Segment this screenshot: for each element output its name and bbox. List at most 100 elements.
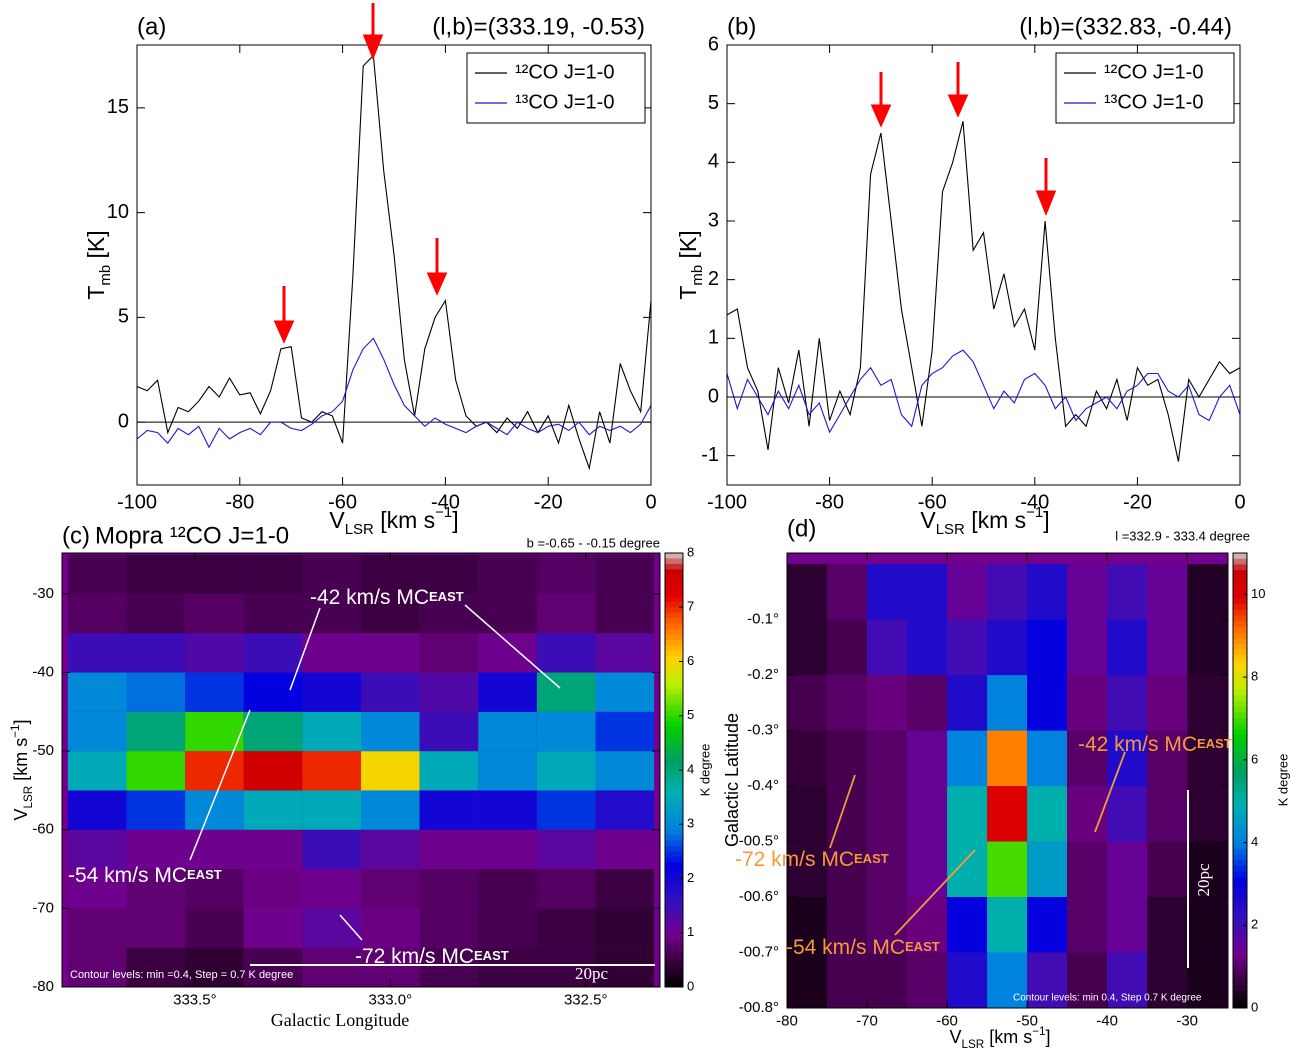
heatmap-cell: [947, 841, 988, 898]
axis-label-part: [K]: [83, 230, 109, 265]
heatmap-cell: [1067, 952, 1108, 1008]
heatmap-cell: [536, 554, 596, 594]
heatmap-cell: [1187, 619, 1228, 676]
heatmap-cell: [536, 593, 596, 634]
colorbar-strip: [665, 677, 683, 684]
colorbar-strip: [1233, 757, 1247, 764]
heatmap-cell: [302, 751, 361, 791]
colorbar-strip: [1233, 581, 1247, 588]
heatmap-cell: [1147, 786, 1188, 842]
colorbar-strip: [665, 835, 683, 842]
chart-title: Mopra ¹²CO J=1-0: [95, 522, 289, 549]
colorbar-strip: [1233, 553, 1247, 560]
colorbar-strip: [665, 921, 683, 928]
x-tick-label: -80: [225, 491, 254, 513]
heatmap-cell: [302, 672, 361, 712]
annotation: -54 km/s MCEAST: [786, 936, 940, 959]
colorbar-strip: [1233, 973, 1247, 981]
colorbar-strip: [1233, 564, 1247, 571]
heatmap-cell: [67, 829, 127, 870]
colorbar-strip: [1233, 894, 1247, 901]
colorbar-strip: [1233, 661, 1247, 668]
heatmap-cell: [67, 908, 127, 948]
x-tick-label: 333.5°: [173, 991, 217, 1008]
colorbar-strip: [1233, 678, 1247, 685]
colorbar-strip: [665, 938, 683, 945]
colorbar-strip: [665, 840, 683, 847]
colorbar-strip: [1233, 888, 1247, 895]
colorbar-strip: [665, 911, 683, 917]
colorbar-strip: [665, 883, 683, 890]
heatmap-cell: [536, 790, 596, 830]
axis-label-part: −1: [435, 504, 452, 521]
heatmap-cell: [478, 908, 537, 948]
axis-label: Galactic Longitude: [271, 1010, 409, 1030]
y-tick-label: -0.4°: [747, 777, 779, 794]
colorbar-strip: [665, 873, 683, 879]
heatmap-cell: [827, 675, 868, 731]
heatmap-cell: [595, 554, 655, 594]
heatmap-cell: [302, 554, 361, 594]
colorbar-strip: [665, 780, 683, 787]
heatmap-cell: [595, 908, 655, 948]
heatmap-cell: [243, 790, 303, 830]
heatmap-cell: [1067, 841, 1108, 898]
colorbar-tick-label: 2: [1251, 917, 1258, 932]
contour-note: Contour levels: min =0.4, Step = 0.7 K d…: [70, 969, 293, 981]
heatmap-cell: [185, 633, 244, 673]
heatmap-cell: [536, 672, 596, 712]
heatmap-cell: [1027, 952, 1068, 1008]
heatmap-cell: [1067, 619, 1108, 676]
colorbar-strip: [1233, 882, 1247, 890]
annotation-sub: EAST: [905, 939, 940, 954]
heatmap-cell: [867, 897, 908, 953]
colorbar-tick-label: 8: [687, 544, 694, 559]
axis-label-part: LSR: [936, 521, 965, 538]
heatmap-cell: [67, 593, 127, 634]
colorbar-label: K degree: [1275, 754, 1290, 807]
heatmap-cell: [1187, 786, 1228, 842]
colorbar-strip: [665, 569, 683, 576]
colorbar-strip: [665, 694, 683, 700]
x-tick-label: -30: [1176, 1012, 1198, 1029]
colorbar-strip: [665, 634, 683, 641]
colorbar-strip: [665, 656, 683, 662]
colorbar-tick-label: 1: [687, 924, 694, 939]
heatmap-cell: [361, 554, 420, 594]
y-tick-label: 5: [708, 92, 719, 114]
heatmap-cell: [243, 947, 303, 987]
heatmap-cell: [243, 672, 303, 712]
annotation-sub: EAST: [429, 589, 464, 604]
x-tick-label: -80: [815, 491, 844, 513]
colorbar-strip: [665, 672, 683, 679]
heatmap-cell: [1027, 564, 1068, 620]
colorbar-strip: [1233, 780, 1247, 787]
colorbar-strip: [1233, 854, 1247, 861]
colorbar-strip: [1233, 723, 1247, 730]
heatmap-cell: [1067, 675, 1108, 731]
heatmap-cell: [827, 730, 868, 787]
heatmap-cell: [126, 869, 186, 909]
colorbar-strip: [1233, 837, 1247, 844]
colorbar-strip: [665, 688, 683, 695]
axis-label-part: V: [949, 1027, 961, 1047]
colorbar-strip: [1233, 1002, 1247, 1009]
x-tick-label: -20: [534, 491, 563, 513]
heatmap-cell: [595, 869, 655, 909]
colorbar-strip: [665, 927, 683, 934]
x-tick-label: -20: [1123, 491, 1152, 513]
heatmap-cell: [302, 947, 361, 987]
annotation: -72 km/s MCEAST: [355, 945, 509, 968]
annotation: -54 km/s MCEAST: [68, 864, 222, 887]
heatmap-cell: [595, 947, 655, 987]
heatmap-cell: [987, 786, 1028, 842]
heatmap-cell: [536, 829, 596, 870]
heatmap-cell: [185, 672, 244, 712]
colorbar-strip: [665, 666, 683, 673]
axis-label-part: LSR: [22, 786, 35, 809]
heatmap-cell: [987, 619, 1028, 676]
y-tick-label: 10: [107, 201, 129, 223]
heatmap-cell: [787, 841, 828, 898]
heatmap-cell: [827, 897, 868, 953]
